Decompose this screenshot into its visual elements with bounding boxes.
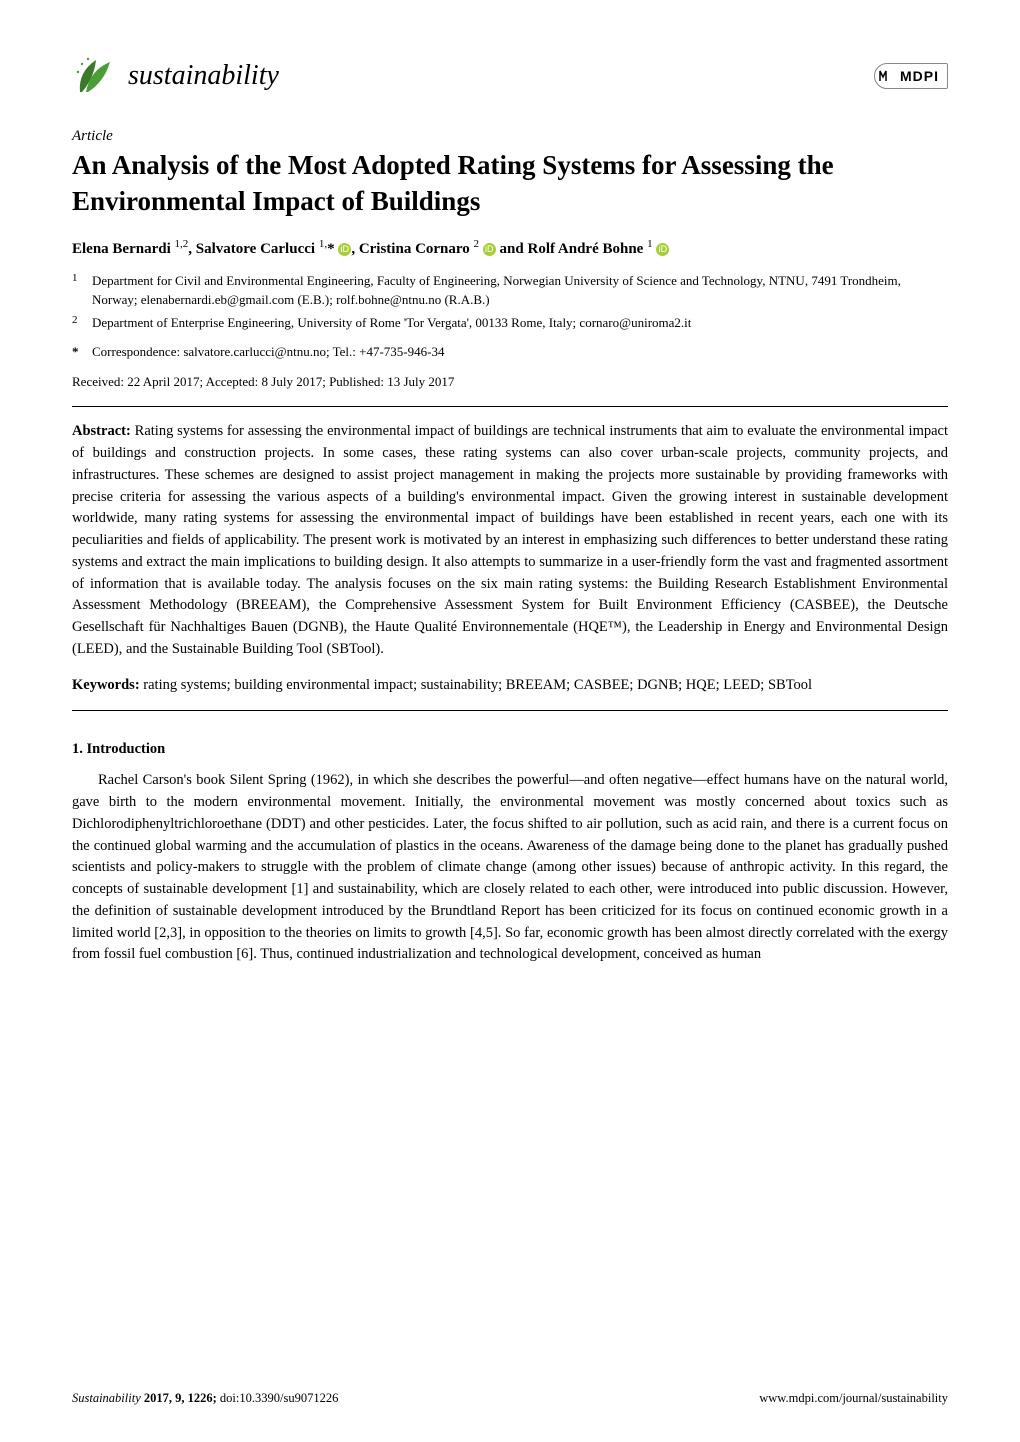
- journal-logo: sustainability: [72, 52, 279, 100]
- leaf-icon: [72, 52, 120, 100]
- affiliation-1: 1 Department for Civil and Environmental…: [72, 272, 948, 310]
- abstract-block: Abstract: Rating systems for assessing t…: [72, 406, 948, 711]
- article-label: Article: [72, 128, 948, 145]
- mdpi-icon: [878, 67, 896, 85]
- doi: doi:10.3390/su9071226: [220, 1391, 338, 1405]
- authors-line: Elena Bernardi 1,2, Salvatore Carlucci 1…: [72, 238, 948, 258]
- abstract-label: Abstract:: [72, 423, 131, 439]
- keywords-label: Keywords:: [72, 677, 140, 693]
- journal-name: sustainability: [128, 60, 279, 92]
- orcid-icon: iD: [656, 243, 669, 256]
- author-2: Salvatore Carlucci: [196, 241, 315, 257]
- orcid-icon: iD: [338, 243, 351, 256]
- body-paragraph: Rachel Carson's book Silent Spring (1962…: [72, 770, 948, 966]
- abstract: Abstract: Rating systems for assessing t…: [72, 421, 948, 660]
- publisher-logo: MDPI: [874, 63, 948, 89]
- keywords: Keywords: rating systems; building envir…: [72, 675, 948, 697]
- footer-right: www.mdpi.com/journal/sustainability: [759, 1391, 948, 1406]
- author-3: Cristina Cornaro: [359, 241, 470, 257]
- article-title: An Analysis of the Most Adopted Rating S…: [72, 147, 948, 220]
- correspondence: * Correspondence: salvatore.carlucci@ntn…: [72, 344, 948, 360]
- header-row: sustainability MDPI: [72, 52, 948, 100]
- section-heading: 1. Introduction: [72, 741, 948, 758]
- abstract-text: Rating systems for assessing the environ…: [72, 423, 948, 657]
- author-1: Elena Bernardi: [72, 241, 171, 257]
- publisher-name: MDPI: [900, 68, 939, 84]
- keywords-text: rating systems; building environmental i…: [143, 677, 812, 693]
- orcid-icon: iD: [483, 243, 496, 256]
- author-4: Rolf André Bohne: [527, 241, 643, 257]
- affiliation-2: 2 Department of Enterprise Engineering, …: [72, 314, 948, 333]
- footer-left: Sustainability 2017, 9, 1226; doi:10.339…: [72, 1391, 338, 1406]
- publication-dates: Received: 22 April 2017; Accepted: 8 Jul…: [72, 374, 948, 390]
- affiliations: 1 Department for Civil and Environmental…: [72, 272, 948, 333]
- page-footer: Sustainability 2017, 9, 1226; doi:10.339…: [72, 1391, 948, 1406]
